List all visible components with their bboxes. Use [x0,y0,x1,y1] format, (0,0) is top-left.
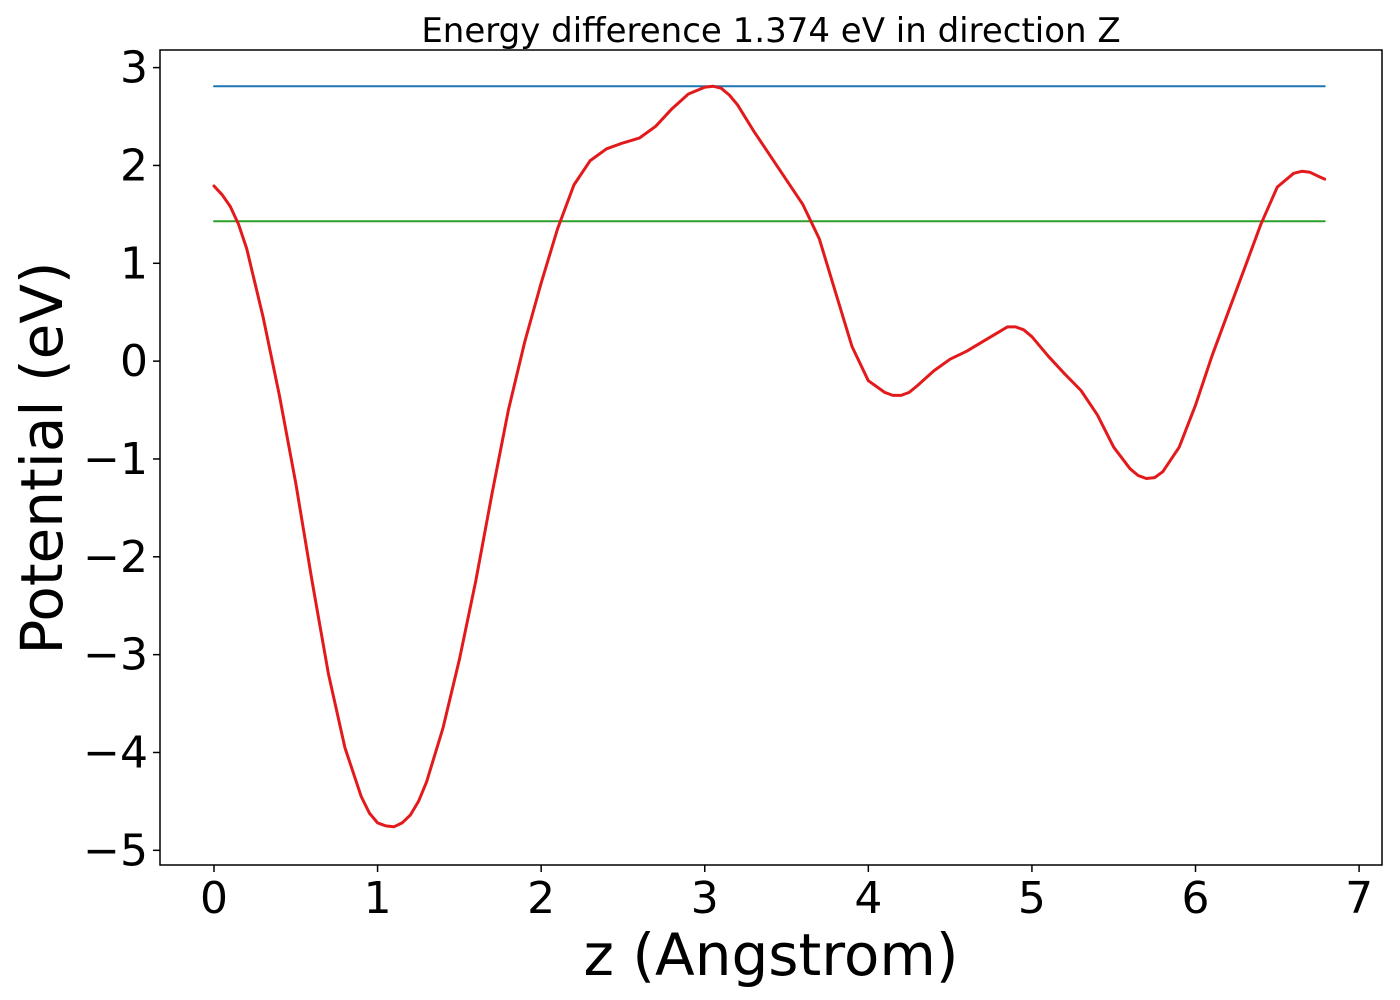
plot-frame [159,49,1383,866]
x-tick-label: 1 [364,873,392,924]
y-tick-label: −3 [83,630,148,681]
x-tick-label: 5 [1018,873,1046,924]
x-axis-ticks: 0 1 2 3 4 5 6 7 [200,865,1373,924]
y-axis-label: Potential (eV) [8,261,76,654]
x-tick-label: 0 [200,873,228,924]
x-tick-label: 7 [1345,873,1373,924]
y-tick-label: 1 [120,238,148,289]
x-tick-label: 6 [1182,873,1210,924]
x-tick-label: 3 [691,873,719,924]
series-line-2 [212,84,1327,829]
y-tick-label: −2 [83,532,148,583]
x-axis-label: z (Angstrom) [584,921,959,989]
x-tick-label: 4 [854,873,882,924]
y-tick-label: 0 [120,336,148,387]
y-tick-label: 2 [120,140,148,191]
y-axis-ticks: 3 2 1 0 −1 −2 −3 −4 −5 [83,43,160,876]
chart-title: Energy difference 1.374 eV in direction … [421,11,1120,51]
x-tick-label: 2 [527,873,555,924]
y-tick-label: −4 [83,727,148,778]
y-tick-label: −1 [83,434,148,485]
series-lines [212,84,1327,829]
y-tick-label: 3 [120,43,148,94]
y-tick-label: −5 [83,825,148,876]
